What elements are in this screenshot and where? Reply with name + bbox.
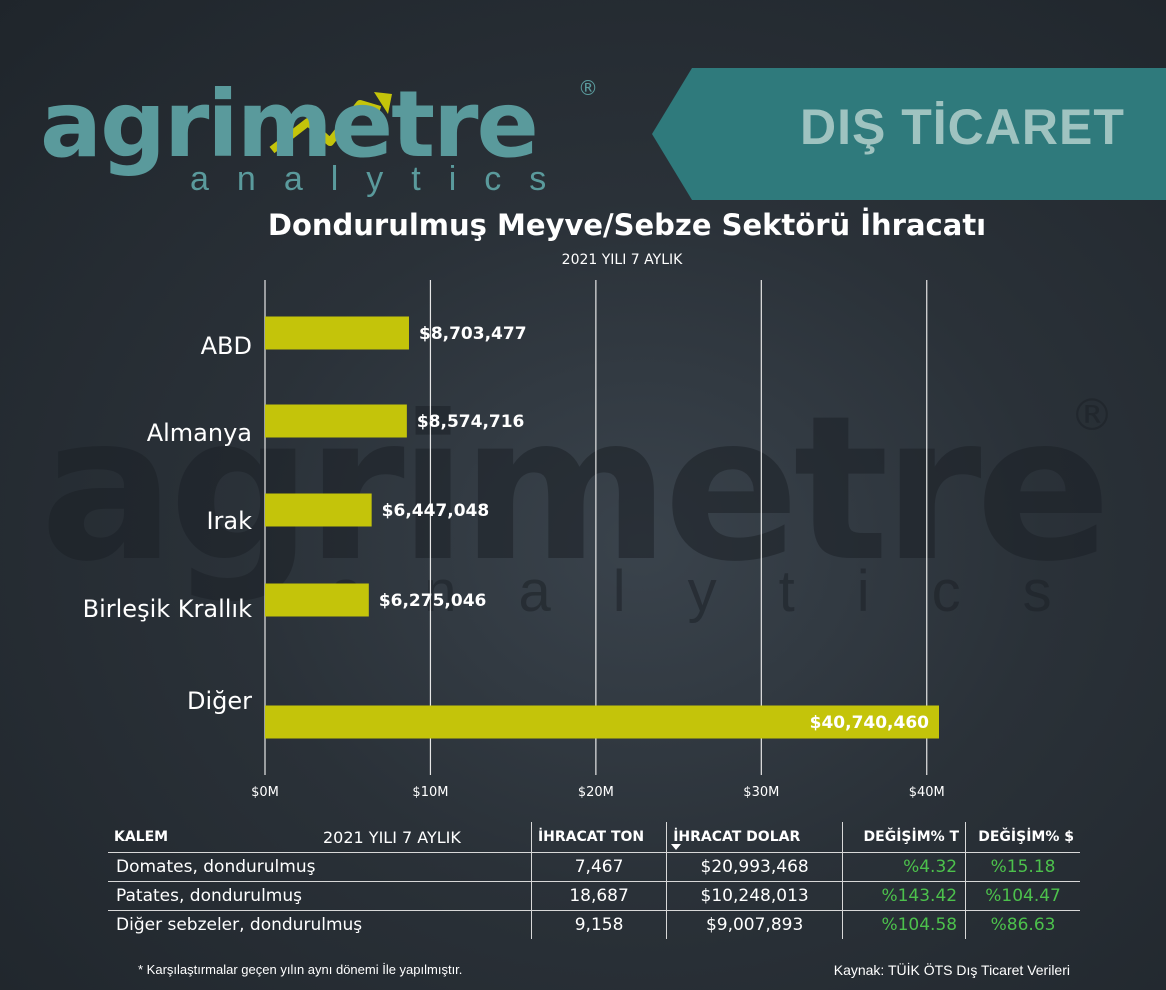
bar (265, 705, 939, 739)
data-label: $40,740,460 (810, 713, 930, 733)
cell-degisim-usd: %15.18 (965, 852, 1080, 882)
cell-dolar: $10,248,013 (666, 881, 843, 911)
x-tick-label: $30M (743, 785, 779, 800)
banner-title: DIŞ TİCARET (800, 99, 1125, 155)
export-table: KALEM 2021 YILI 7 AYLIK İHRACAT TON İHRA… (108, 822, 1080, 939)
bar (265, 493, 372, 527)
registered-mark: ® (578, 76, 598, 100)
cell-kalem: Diğer sebzeler, dondurulmuş (116, 915, 363, 935)
header-kalem: KALEM 2021 YILI 7 AYLIK (108, 822, 532, 853)
cell-degisim-usd: %86.63 (965, 910, 1080, 939)
cell-kalem: Patates, dondurulmuş (108, 881, 532, 911)
cell-kalem: Domates, dondurulmuş (108, 852, 532, 882)
trend-arrow-icon (269, 92, 392, 154)
table-row[interactable]: Domates, dondurulmuş 7,467 $20,993,468 %… (108, 852, 1080, 882)
x-tick-label: $20M (578, 785, 614, 800)
cell-degisim-t: %104.58 (842, 910, 966, 939)
data-label: $6,275,046 (379, 591, 487, 611)
bar (265, 404, 407, 438)
x-tick-label: $40M (909, 785, 945, 800)
table-row[interactable]: Diğer sebzeler, dondurulmuş 9,158 $9,007… (108, 910, 1080, 939)
header-degisim-t: DEĞİŞİM% T (842, 822, 966, 853)
category-label: Almanya (147, 419, 252, 447)
logo-wordmark: agrimetre (40, 71, 539, 178)
header-ihracat-dolar[interactable]: İHRACAT DOLAR (666, 822, 843, 853)
data-label: $6,447,048 (382, 501, 490, 521)
bar-chart: $0M $10M $20M $30M $40M ABD $8,703,477 Almanya $… (83, 280, 945, 800)
footnote: * Karşılaştırmalar geçen yılın aynı döne… (138, 962, 463, 977)
chart-title: Dondurulmuş Meyve/Sebze Sektörü İhracatı (267, 208, 987, 242)
agrimetre-logo: agrimetre ® analytics (40, 70, 620, 200)
x-tick-label: $10M (412, 785, 448, 800)
cell-dolar: $20,993,468 (666, 852, 843, 882)
bar (265, 583, 369, 617)
table-period: 2021 YILI 7 AYLIK (323, 828, 461, 847)
data-label: $8,703,477 (419, 324, 527, 344)
x-tick-label: $0M (251, 785, 279, 800)
cell-dolar: $9,007,893 (666, 910, 843, 939)
table-header-row: KALEM 2021 YILI 7 AYLIK İHRACAT TON İHRA… (108, 822, 1080, 853)
chart-subtitle: 2021 YILI 7 AYLIK (561, 252, 683, 268)
bar (265, 316, 409, 350)
cell-ton: 18,687 (530, 881, 667, 911)
logo-subtitle: analytics (190, 160, 575, 198)
cell-degisim-t: %143.42 (842, 881, 966, 911)
category-label: Birleşik Krallık (83, 595, 252, 623)
category-label: ABD (201, 332, 252, 360)
cell-ton: 9,158 (530, 910, 667, 939)
dis-ticaret-banner (652, 68, 1166, 200)
cell-degisim-t: %4.32 (842, 852, 966, 882)
sort-desc-icon[interactable] (671, 844, 682, 850)
header-degisim-usd: DEĞİŞİM% $ (965, 822, 1080, 853)
category-label: Irak (206, 507, 252, 535)
table-row[interactable]: Patates, dondurulmuş 18,687 $10,248,013 … (108, 881, 1080, 911)
source-note: Kaynak: TÜİK ÖTS Dış Ticaret Verileri (833, 962, 1070, 978)
data-label: $8,574,716 (417, 412, 525, 432)
header-ihracat-ton: İHRACAT TON (530, 822, 667, 853)
cell-ton: 7,467 (530, 852, 667, 882)
cell-degisim-usd: %104.47 (965, 881, 1080, 911)
category-label: Diğer (187, 687, 252, 715)
